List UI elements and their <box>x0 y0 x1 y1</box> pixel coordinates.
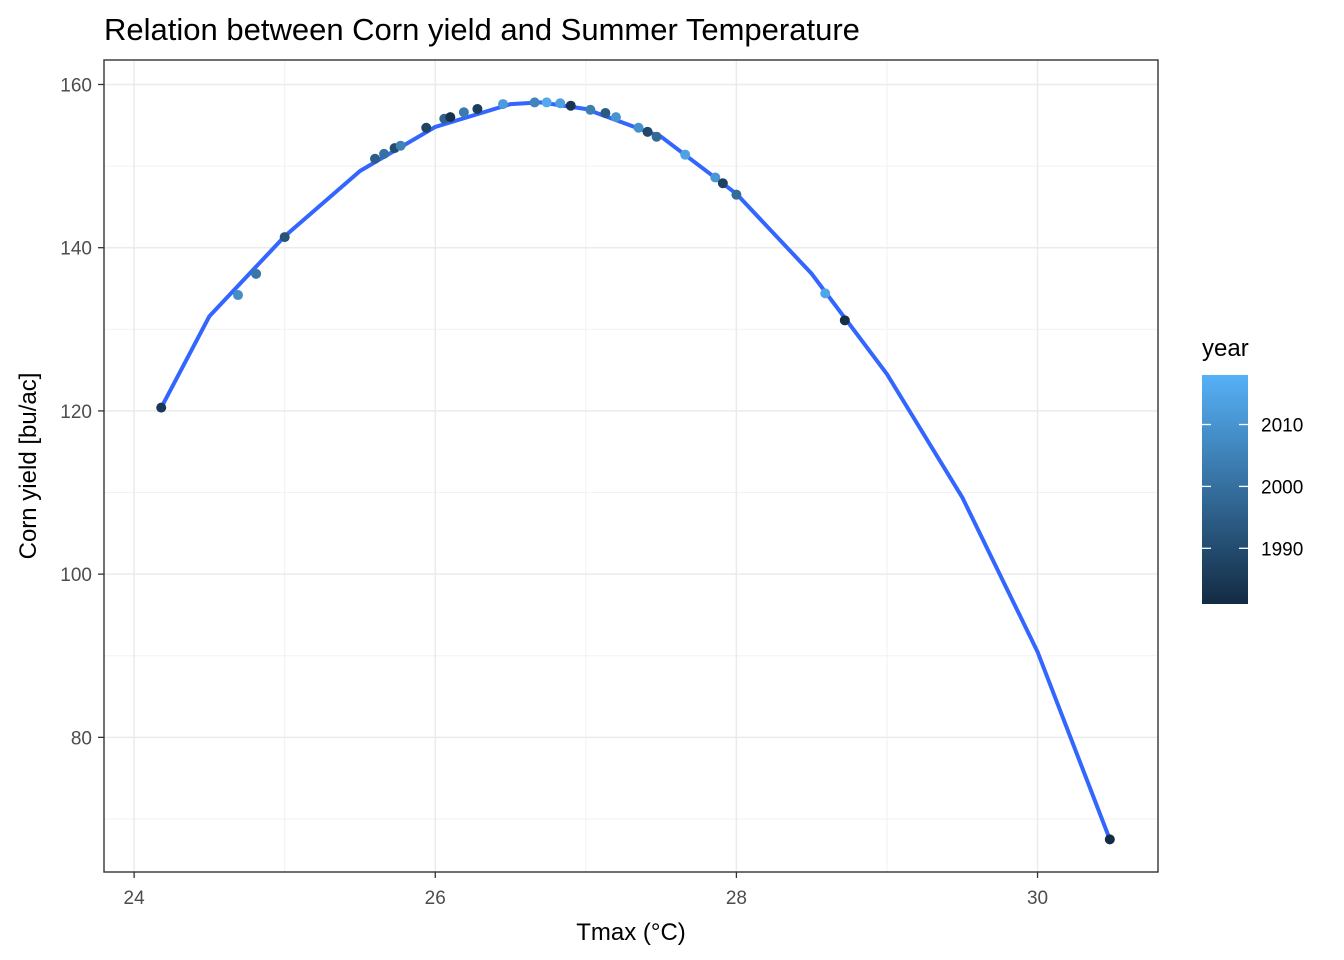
legend-colorbar <box>1202 375 1248 604</box>
y-tick-label: 140 <box>60 239 92 260</box>
data-point <box>651 131 662 142</box>
legend-tick-label: 2000 <box>1261 477 1303 498</box>
legend-title: year <box>1202 335 1249 362</box>
x-tick-label: 26 <box>425 888 446 909</box>
data-point <box>839 315 850 326</box>
data-point <box>472 103 483 114</box>
legend-tick-label: 2010 <box>1261 416 1303 437</box>
data-point <box>710 172 721 183</box>
data-point <box>458 107 469 118</box>
data-point <box>633 122 644 133</box>
y-tick-label: 100 <box>60 565 92 586</box>
x-tick-label: 30 <box>1027 888 1048 909</box>
data-point <box>1104 834 1115 845</box>
plot-background <box>104 60 1158 872</box>
data-point <box>529 97 540 108</box>
data-point <box>731 189 742 200</box>
data-point <box>251 268 262 279</box>
x-axis: 24 26 28 30 <box>124 872 1048 909</box>
data-point <box>585 104 596 115</box>
legend: year 1990 2000 2010 <box>1202 335 1303 604</box>
y-axis: 80 100 120 140 160 <box>60 75 104 749</box>
y-tick-label: 160 <box>60 75 92 96</box>
plot-panel <box>103 59 1159 873</box>
x-tick-label: 28 <box>726 888 747 909</box>
y-tick-label: 120 <box>60 402 92 423</box>
data-point <box>600 108 611 119</box>
y-tick-label: 80 <box>71 728 92 749</box>
data-point <box>820 288 831 299</box>
data-point <box>642 126 653 137</box>
x-tick-label: 24 <box>124 888 146 909</box>
data-point <box>279 232 290 243</box>
data-point <box>421 122 432 133</box>
data-point <box>717 178 728 189</box>
data-point <box>370 153 381 164</box>
data-point <box>610 112 621 123</box>
data-point <box>445 112 456 123</box>
minor-gridlines <box>104 60 1158 872</box>
x-axis-title: Tmax (°C) <box>576 919 686 946</box>
y-axis-title: Corn yield [bu/ac] <box>15 373 42 560</box>
data-point <box>541 97 552 108</box>
data-points <box>156 97 1115 845</box>
legend-tick-label: 1990 <box>1261 539 1303 560</box>
data-point <box>395 140 406 151</box>
legend-ticks: 1990 2000 2010 <box>1202 416 1303 560</box>
plot-border <box>103 59 1159 873</box>
data-point <box>233 290 244 301</box>
chart-title: Relation between Corn yield and Summer T… <box>104 12 860 47</box>
data-point <box>680 149 691 160</box>
data-point <box>498 99 509 110</box>
data-point <box>565 100 576 111</box>
data-point <box>156 402 167 413</box>
data-point <box>555 98 566 109</box>
data-point <box>379 148 390 159</box>
